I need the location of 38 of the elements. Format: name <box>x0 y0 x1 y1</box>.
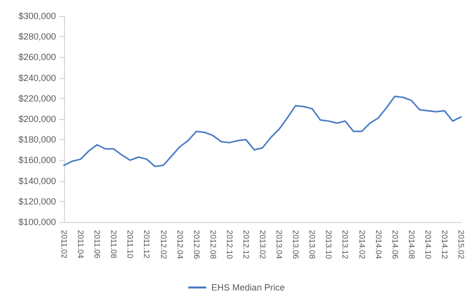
y-tick-label: $140,000 <box>18 176 56 186</box>
x-tick-label: 2014.04 <box>374 230 383 260</box>
x-tick-label: 2013.08 <box>308 230 317 260</box>
x-tick-label: 2012.10 <box>224 230 234 260</box>
x-tick-label: 2014.12 <box>440 230 449 260</box>
x-tick-label: 2014.08 <box>406 230 416 260</box>
x-tick-label: 2011.04 <box>76 230 86 259</box>
x-tick-label: 2015.02 <box>456 230 466 260</box>
x-tick-label: 2012.04 <box>175 230 184 260</box>
line-series <box>63 96 462 168</box>
x-tick-label: 2012.06 <box>192 230 201 260</box>
x-tick-label: 2011.12 <box>142 230 152 259</box>
x-tick-label: 2011.10 <box>126 230 135 259</box>
y-tick-label: $280,000 <box>18 32 56 42</box>
y-tick-label: $300,000 <box>18 11 56 21</box>
y-tick-label: $180,000 <box>18 134 56 145</box>
x-tick-label: 2014.10 <box>423 230 432 260</box>
y-tick-label: $200,000 <box>18 114 56 124</box>
x-tick-label: 2013.06 <box>291 230 300 260</box>
y-tick-label: $100,000 <box>18 217 56 227</box>
y-tick-label: $240,000 <box>18 72 56 83</box>
x-tick-label: 2011.02 <box>60 230 68 259</box>
x-tick-label: 2013.12 <box>340 230 350 260</box>
y-tick-label: $160,000 <box>18 155 56 166</box>
legend-label: EHS Median Price <box>211 282 285 292</box>
x-tick-label: 2011.06 <box>92 230 102 259</box>
x-tick-label: 2012.02 <box>158 230 168 260</box>
x-tick-label: 2011.08 <box>109 230 118 259</box>
x-tick-label: 2013.02 <box>258 230 267 260</box>
x-tick-label: 2012.08 <box>208 230 218 260</box>
y-tick-label: $220,000 <box>18 93 56 104</box>
x-tick-label: 2014.06 <box>390 230 400 260</box>
x-tick-label: 2014.02 <box>357 230 366 260</box>
y-tick-label: $260,000 <box>18 52 56 62</box>
x-tick-label: 2012.12 <box>241 230 250 260</box>
y-tick-label: $120,000 <box>18 196 56 206</box>
x-tick-label: 2013.04 <box>274 230 284 260</box>
x-tick-label: 2013.10 <box>324 230 334 260</box>
